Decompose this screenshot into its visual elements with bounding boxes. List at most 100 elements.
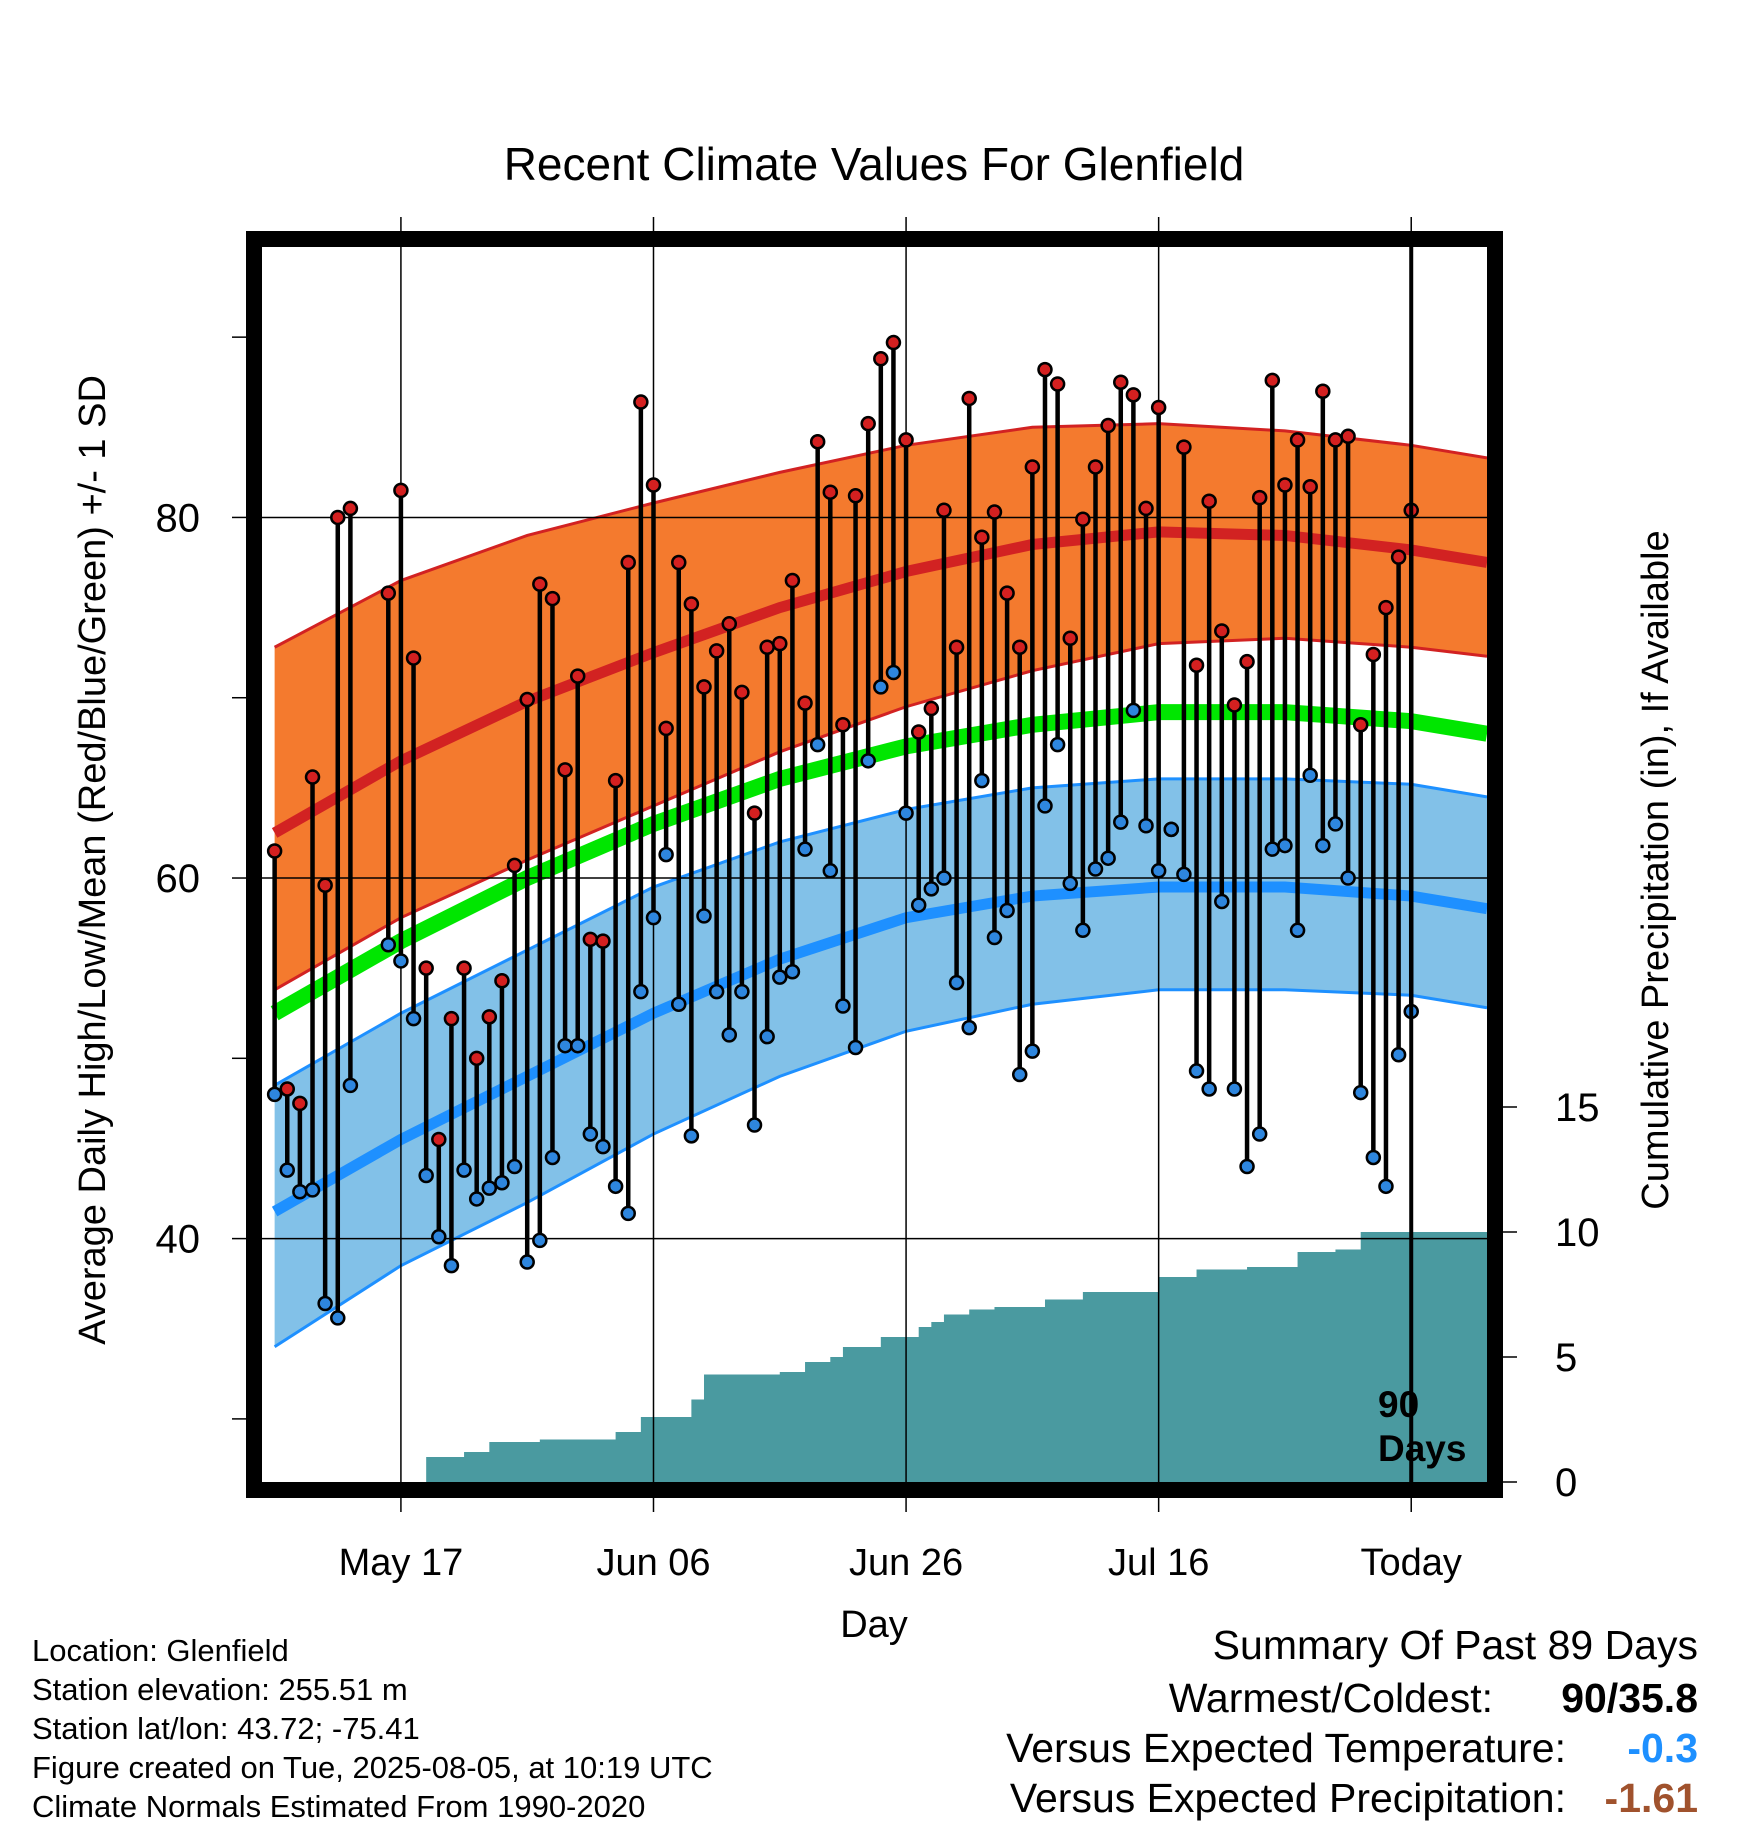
high-point [431, 1131, 447, 1148]
low-point [746, 1117, 763, 1133]
high-point [1075, 511, 1091, 527]
x-tick-label: Today [1361, 1542, 1462, 1584]
low-point [1340, 870, 1356, 886]
low-point [772, 969, 788, 985]
info-elevation: Station elevation: 255.51 m [32, 1672, 408, 1707]
low-point [809, 736, 826, 753]
low-point [822, 863, 839, 879]
info-created: Figure created on Tue, 2025-08-05, at 10… [32, 1750, 713, 1785]
high-point [797, 695, 813, 711]
high-point [784, 572, 801, 589]
low-point [481, 1180, 498, 1196]
low-point [292, 1183, 308, 1200]
high-point [557, 762, 573, 778]
high-point [645, 477, 662, 493]
high-point [696, 679, 712, 695]
y2-tick-label: 0 [1555, 1461, 1577, 1505]
high-point [1251, 489, 1268, 506]
summary-title: Summary Of Past 89 Days [1212, 1622, 1698, 1668]
low-point [1390, 1046, 1407, 1063]
low-point [1113, 814, 1129, 830]
low-point [1125, 702, 1142, 719]
high-point [569, 668, 586, 684]
high-point [746, 805, 763, 821]
low-point [317, 1295, 333, 1312]
high-point [759, 639, 775, 655]
info-location: Location: Glenfield [32, 1633, 289, 1668]
low-point [330, 1310, 346, 1326]
x-tick-label: Jun 26 [849, 1542, 963, 1584]
low-point [671, 996, 687, 1012]
low-point [393, 953, 409, 969]
summary-warm-cold-label: Warmest/Coldest: [1168, 1675, 1493, 1721]
low-point [1138, 817, 1154, 834]
low-point [456, 1162, 472, 1178]
high-point [1390, 549, 1407, 565]
high-point [1150, 399, 1167, 416]
low-point [544, 1149, 561, 1166]
low-point [708, 983, 725, 1000]
low-point [1075, 922, 1091, 939]
low-point [1201, 1081, 1217, 1097]
low-point [443, 1257, 460, 1274]
low-point [1378, 1178, 1394, 1195]
y2-tick-label: 15 [1555, 1086, 1600, 1130]
low-point [418, 1167, 434, 1184]
today-line-label-1: 90 [1378, 1384, 1419, 1425]
x-tick-label: Jul 16 [1108, 1542, 1209, 1584]
high-point [304, 769, 321, 785]
high-point [620, 554, 636, 571]
low-point [1062, 875, 1078, 892]
high-point [1327, 432, 1344, 448]
high-point [633, 394, 649, 410]
low-point [1277, 837, 1293, 854]
low-point [506, 1158, 523, 1175]
high-point [936, 502, 952, 518]
summary-temp-label: Versus Expected Temperature: [1006, 1725, 1566, 1771]
low-point [633, 983, 649, 1000]
low-point [873, 679, 889, 695]
low-point [431, 1229, 447, 1245]
high-point [1188, 657, 1205, 674]
high-point [279, 1081, 296, 1097]
high-point [1315, 383, 1331, 399]
low-point [1188, 1063, 1205, 1079]
high-point [860, 415, 876, 432]
high-point [873, 351, 889, 367]
high-point [1239, 653, 1255, 670]
low-point [1327, 816, 1344, 832]
high-point [1011, 639, 1028, 655]
low-point [519, 1254, 535, 1270]
high-point [923, 700, 940, 717]
high-point [1302, 479, 1318, 495]
low-point [1163, 821, 1180, 838]
high-point [1378, 599, 1394, 616]
low-point [986, 929, 1003, 946]
low-point [342, 1077, 359, 1094]
low-point [532, 1232, 548, 1249]
high-point [544, 590, 561, 607]
high-point [1024, 459, 1041, 475]
high-point [974, 529, 990, 546]
plot-frame [246, 231, 1503, 1498]
high-point [809, 433, 826, 450]
low-point [1365, 1149, 1382, 1166]
low-point [645, 909, 662, 926]
low-point [595, 1138, 611, 1155]
high-point [582, 931, 599, 948]
high-point [266, 843, 283, 859]
low-sd-band [274, 778, 1487, 1347]
low-point [1214, 893, 1230, 910]
high-point [734, 684, 750, 701]
high-point [1087, 459, 1104, 475]
high-point [532, 576, 548, 592]
high-point [1062, 630, 1078, 646]
low-point [1100, 850, 1116, 866]
low-point [1352, 1084, 1369, 1101]
low-point [1011, 1066, 1028, 1083]
high-point [910, 724, 927, 740]
high-point [986, 504, 1003, 520]
high-point [1176, 439, 1192, 455]
low-point [885, 664, 902, 681]
high-point [330, 509, 346, 526]
